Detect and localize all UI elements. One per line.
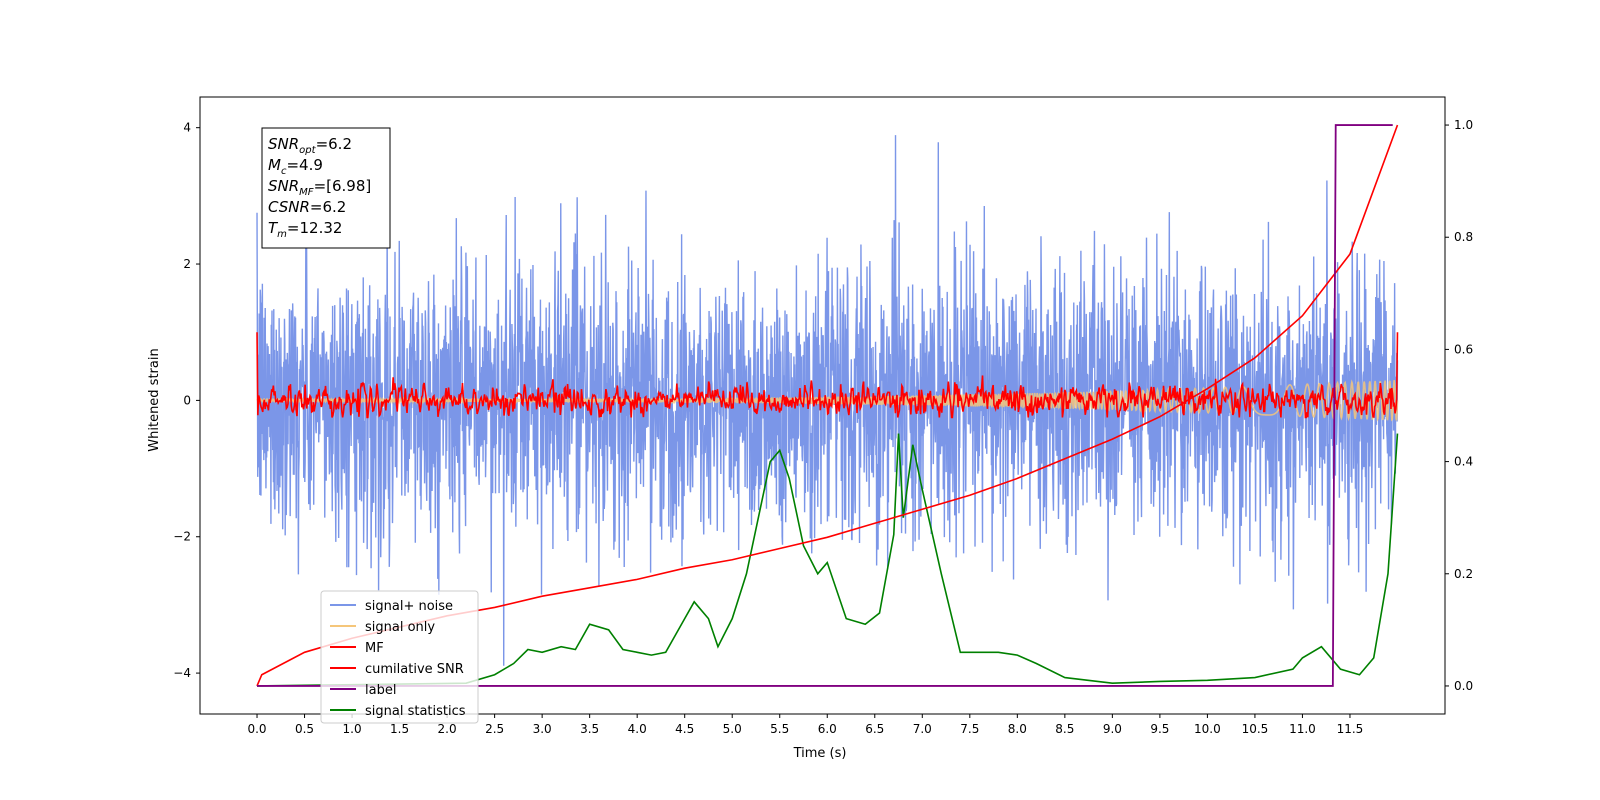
- info-box-line: SNRMF=[6.98]: [268, 177, 371, 198]
- legend-label: signal only: [365, 620, 435, 635]
- x-tick-label: 0.0: [247, 722, 266, 736]
- legend-frame: [320, 590, 479, 724]
- plot-frame: [199, 96, 1446, 715]
- info-box-line: CSNR=6.2: [268, 198, 346, 216]
- y-tick-label-right: 0.0: [1454, 679, 1473, 693]
- y-tick-label-left: −2: [173, 530, 191, 544]
- x-tick-label: 5.0: [723, 722, 742, 736]
- x-tick-label: 4.0: [628, 722, 647, 736]
- x-tick-label: 9.0: [1103, 722, 1122, 736]
- info-box-line: Tm=12.32: [268, 219, 342, 240]
- series-signal-statistics-line: [257, 433, 1399, 687]
- series-mf-line: [256, 332, 1399, 419]
- x-tick-label: 9.5: [1150, 722, 1169, 736]
- y-tick-label-right: 0.4: [1454, 455, 1473, 469]
- x-tick-label: 4.5: [675, 722, 694, 736]
- y-tick-label-right: 0.2: [1454, 567, 1473, 581]
- info-box-line: SNRopt=6.2: [268, 135, 352, 156]
- x-tick-label: 6.5: [865, 722, 884, 736]
- x-tick-label: 11.0: [1289, 722, 1316, 736]
- x-tick-label: 11.5: [1337, 722, 1364, 736]
- x-axis-title: Time (s): [793, 746, 847, 761]
- x-tick-label: 5.5: [770, 722, 789, 736]
- y-tick-label-left: 4: [183, 121, 191, 135]
- y-tick-label-right: 0.8: [1454, 230, 1473, 244]
- info-box-frame: [261, 127, 391, 249]
- y-tick-label-left: −4: [173, 666, 191, 680]
- legend: signal+ noise signal only MF cumilative SNR…: [320, 590, 479, 724]
- y-tick-label-right: 0.6: [1454, 342, 1473, 356]
- x-tick-label: 7.5: [960, 722, 979, 736]
- x-tick-label: 10.0: [1194, 722, 1221, 736]
- y-tick-label-left: 2: [183, 257, 191, 271]
- y-axis-title-left: Whitened strain: [147, 348, 162, 451]
- legend-label: signal+ noise: [365, 599, 453, 614]
- x-tick-label: 7.0: [913, 722, 932, 736]
- y-tick-label-left: 0: [183, 393, 191, 407]
- legend-label: MF: [365, 641, 384, 656]
- x-tick-label: 0.5: [295, 722, 314, 736]
- series-signal-only-line: [256, 379, 1399, 422]
- x-tick-label: 8.0: [1008, 722, 1027, 736]
- x-tick-label: 1.0: [343, 722, 362, 736]
- legend-label: signal statistics: [365, 704, 466, 719]
- x-tick-label: 10.5: [1242, 722, 1269, 736]
- y-tick-label-right: 1.0: [1454, 118, 1473, 132]
- x-tick-label: 8.5: [1055, 722, 1074, 736]
- legend-label: label: [365, 683, 396, 698]
- x-tick-label: 1.5: [390, 722, 409, 736]
- info-box-line: Mc=4.9: [268, 156, 323, 177]
- x-tick-label: 2.5: [485, 722, 504, 736]
- x-tick-label: 2.0: [438, 722, 457, 736]
- x-tick-label: 3.0: [533, 722, 552, 736]
- legend-label: cumilative SNR: [365, 662, 464, 677]
- series-label-line: [257, 124, 1393, 687]
- x-tick-label: 3.5: [580, 722, 599, 736]
- x-tick-label: 6.0: [818, 722, 837, 736]
- axes-layer: 0.0 0.5 1.0 1.5 2.0 2.5 3.0 3.5 4.0 4.5 5.0 5.5 6.0 6…: [173, 96, 1473, 736]
